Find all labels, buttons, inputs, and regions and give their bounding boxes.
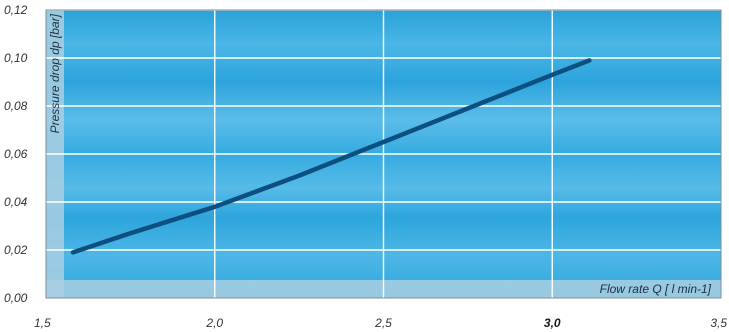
y-tick-label: 0,02 [4, 243, 28, 257]
x-tick-label: 3,0 [544, 316, 561, 330]
series-group [70, 58, 592, 255]
y-axis-title: Pressure drop dp [bar] [48, 13, 62, 133]
plot-frame [45, 9, 722, 299]
x-tick-label: 1,5 [34, 316, 51, 330]
x-tick-labels: 1,5 2,0 2,5 3,0 3,5 [34, 316, 727, 330]
y-tick-label: 0,06 [4, 147, 28, 161]
series-line [70, 58, 592, 255]
y-tick-label: 0,00 [4, 291, 28, 305]
grid-lines [45, 9, 722, 299]
y-tick-label: 0,08 [4, 99, 28, 113]
x-tick-label: 2,5 [374, 316, 392, 330]
x-tick-label: 2,0 [205, 316, 223, 330]
x-tick-label: 3,5 [710, 316, 727, 330]
x-axis-title: Flow rate Q [ l min-1] [600, 282, 712, 296]
y-tick-label: 0,12 [4, 3, 28, 17]
y-tick-labels: 0,00 0,02 0,04 0,06 0,08 0,10 0,12 [4, 3, 28, 305]
y-tick-label: 0,04 [4, 195, 28, 209]
y-tick-label: 0,10 [4, 51, 28, 65]
